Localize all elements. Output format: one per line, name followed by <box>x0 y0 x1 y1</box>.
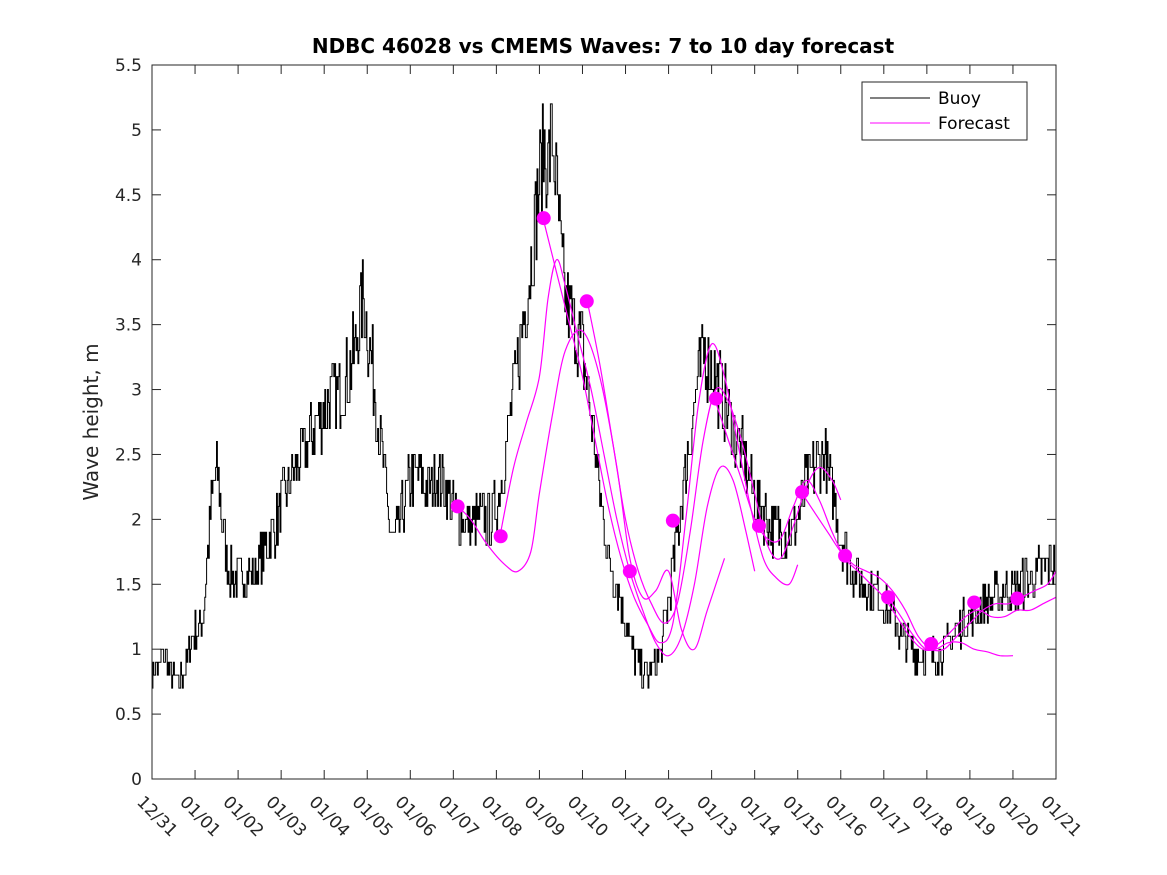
forecast-marker <box>708 391 723 406</box>
forecast-marker <box>450 499 465 514</box>
forecast-marker <box>1010 591 1025 606</box>
legend-forecast-label: Forecast <box>938 114 1010 134</box>
forecast-marker <box>579 294 594 309</box>
y-tick-label: 5.5 <box>115 56 142 76</box>
forecast-marker <box>665 513 680 528</box>
legend-buoy-label: Buoy <box>938 89 981 109</box>
chart-title: NDBC 46028 vs CMEMS Waves: 7 to 10 day f… <box>312 34 895 58</box>
y-tick-label: 4.5 <box>115 186 142 206</box>
axis-ticks <box>151 64 1057 780</box>
y-tick-label: 1.5 <box>115 575 142 595</box>
forecast-marker <box>493 529 508 544</box>
y-tick-label: 3 <box>131 381 142 401</box>
forecast-marker <box>536 211 551 226</box>
legend-box <box>861 81 1028 141</box>
forecast-marker <box>838 548 853 563</box>
legend: Buoy Forecast <box>861 81 1028 141</box>
y-tick-label: 1 <box>131 640 142 660</box>
y-tick-label: 0 <box>131 770 142 790</box>
y-tick-label: 2.5 <box>115 445 142 465</box>
series-layer <box>152 103 1057 689</box>
forecast-marker <box>924 636 939 651</box>
y-tick-label: 2 <box>131 510 142 530</box>
y-tick-label: 5 <box>131 121 142 141</box>
forecast-line <box>715 402 1014 657</box>
buoy-line <box>152 103 1056 689</box>
plot-area <box>152 65 1056 779</box>
forecast-marker <box>881 590 896 605</box>
forecast-line <box>887 596 1057 650</box>
forecast-marker <box>622 564 637 579</box>
forecast-marker <box>751 518 766 533</box>
forecast-line <box>457 329 726 651</box>
plot-frame <box>151 64 1057 780</box>
y-tick-label: 0.5 <box>115 705 142 725</box>
y-axis-label: Wave height, m <box>79 343 103 500</box>
forecast-marker <box>967 595 982 610</box>
forecast-marker <box>795 485 810 500</box>
y-tick-labels: 0 0.5 1 1.5 2 2.5 3 3.5 4 4.5 5 5.5 <box>115 56 142 790</box>
y-tick-label: 4 <box>131 251 142 271</box>
y-tick-label: 3.5 <box>115 316 142 336</box>
forecast-line <box>500 259 756 657</box>
